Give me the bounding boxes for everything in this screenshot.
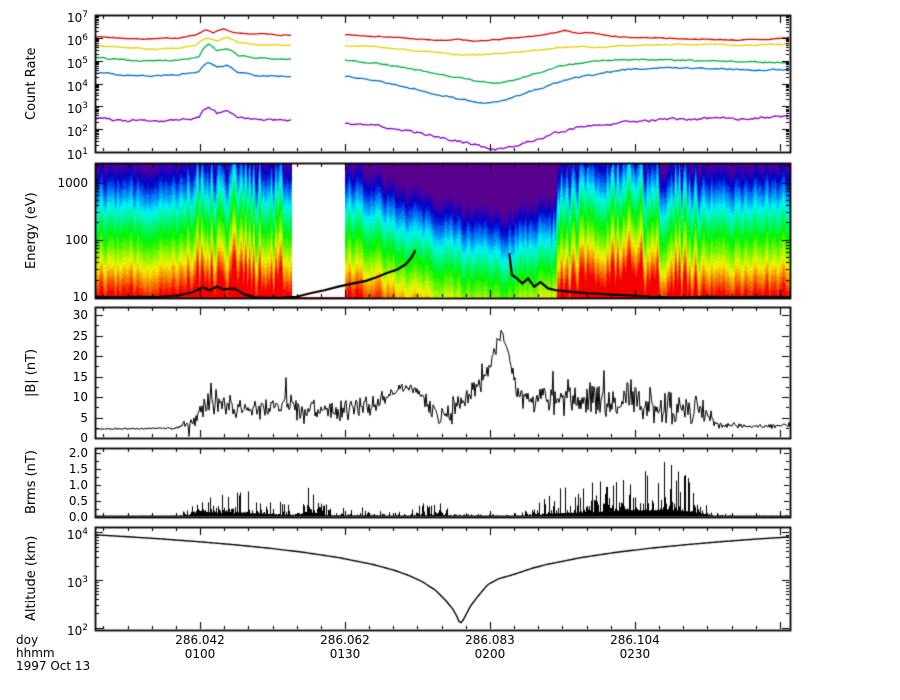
figure: Count Rate Energy (eV) |B| (nT) Brms (nT… (0, 0, 900, 700)
plot-canvas (0, 0, 900, 700)
